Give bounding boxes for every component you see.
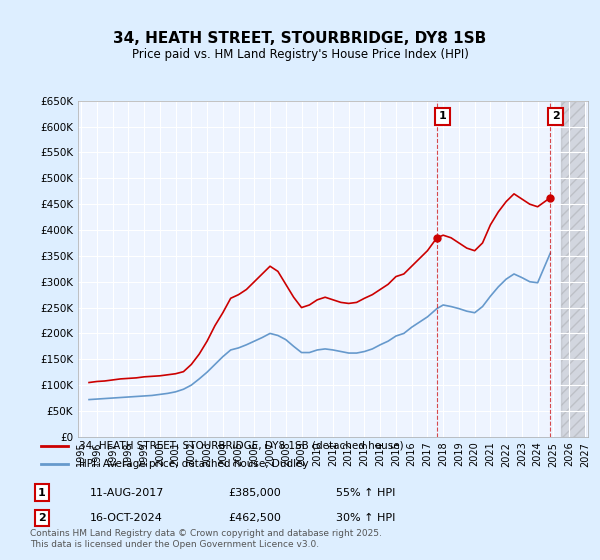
Bar	[561, 101, 585, 437]
Text: 11-AUG-2017: 11-AUG-2017	[90, 488, 164, 498]
Text: 2: 2	[552, 111, 560, 122]
Text: Price paid vs. HM Land Registry's House Price Index (HPI): Price paid vs. HM Land Registry's House …	[131, 48, 469, 60]
Text: £462,500: £462,500	[228, 513, 281, 523]
Text: 1: 1	[439, 111, 446, 122]
Text: Contains HM Land Registry data © Crown copyright and database right 2025.
This d: Contains HM Land Registry data © Crown c…	[30, 529, 382, 549]
Text: 16-OCT-2024: 16-OCT-2024	[90, 513, 163, 523]
Text: HPI: Average price, detached house, Dudley: HPI: Average price, detached house, Dudl…	[79, 459, 308, 469]
Text: 2: 2	[38, 513, 46, 523]
Text: 34, HEATH STREET, STOURBRIDGE, DY8 1SB (detached house): 34, HEATH STREET, STOURBRIDGE, DY8 1SB (…	[79, 441, 403, 451]
Text: 55% ↑ HPI: 55% ↑ HPI	[336, 488, 395, 498]
Text: £385,000: £385,000	[228, 488, 281, 498]
Text: 34, HEATH STREET, STOURBRIDGE, DY8 1SB: 34, HEATH STREET, STOURBRIDGE, DY8 1SB	[113, 31, 487, 46]
Text: 30% ↑ HPI: 30% ↑ HPI	[336, 513, 395, 523]
Text: 1: 1	[38, 488, 46, 498]
